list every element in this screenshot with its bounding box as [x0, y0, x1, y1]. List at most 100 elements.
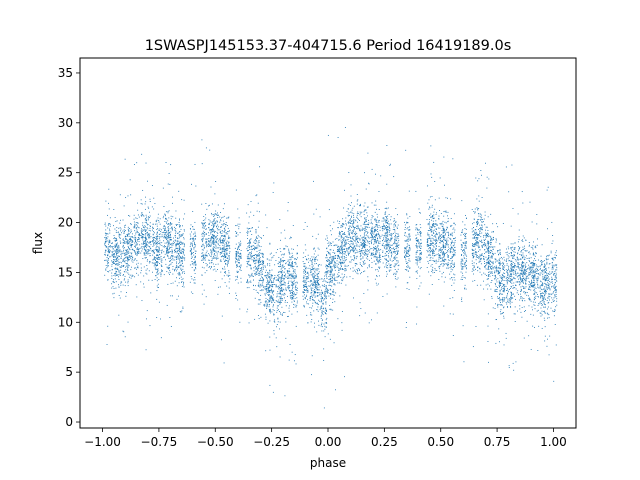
data-point [127, 266, 129, 268]
data-point [268, 259, 270, 261]
data-point [131, 233, 133, 235]
data-point [129, 233, 130, 235]
data-point [375, 254, 377, 256]
data-point [348, 248, 350, 250]
data-point [311, 274, 313, 276]
data-point [144, 240, 146, 242]
data-point [271, 291, 273, 293]
data-point [176, 298, 178, 300]
data-point [271, 288, 272, 290]
data-point [167, 228, 169, 230]
data-point [269, 275, 271, 277]
data-point [249, 252, 251, 254]
data-point [368, 183, 370, 185]
data-point [224, 243, 226, 245]
data-point [240, 257, 242, 259]
data-point [361, 265, 362, 266]
data-point [364, 243, 366, 245]
data-point [116, 258, 118, 260]
data-point [331, 260, 333, 262]
data-point [228, 256, 230, 258]
data-point [239, 259, 240, 261]
data-point [202, 241, 203, 243]
data-point [156, 242, 158, 244]
data-point [247, 232, 249, 234]
data-point [314, 290, 316, 292]
data-point [126, 238, 128, 240]
data-point [228, 272, 230, 274]
data-point [340, 256, 342, 258]
data-point [202, 233, 204, 235]
data-point [379, 237, 381, 239]
data-point [320, 325, 322, 327]
data-point [149, 237, 151, 239]
data-point [319, 278, 321, 280]
data-point [156, 233, 158, 235]
data-point [331, 280, 333, 281]
data-point [383, 217, 385, 219]
data-point [129, 243, 131, 245]
data-point [335, 255, 337, 256]
data-point [372, 238, 374, 240]
data-point [328, 295, 330, 297]
data-point [111, 264, 113, 265]
data-point [365, 229, 367, 231]
data-point [137, 237, 139, 238]
data-point [304, 255, 306, 257]
data-point [158, 230, 160, 231]
data-point [343, 256, 345, 257]
data-point [313, 248, 314, 250]
data-point [365, 219, 367, 220]
data-point [349, 223, 351, 224]
data-point [211, 230, 213, 232]
data-point [323, 359, 325, 361]
data-point [303, 277, 305, 279]
data-point [377, 248, 379, 250]
data-point [246, 232, 248, 233]
data-point [182, 263, 183, 265]
data-point [304, 271, 306, 273]
data-point [322, 292, 324, 294]
data-point [142, 234, 144, 236]
data-point [255, 241, 257, 243]
data-point [217, 250, 219, 252]
data-point [353, 259, 355, 261]
data-point [344, 253, 346, 255]
data-point [391, 253, 393, 255]
data-point [350, 236, 351, 238]
data-point [253, 214, 255, 216]
data-point [137, 223, 139, 225]
data-point [296, 252, 298, 254]
data-point [356, 238, 358, 240]
data-point [387, 232, 389, 234]
data-point [361, 272, 363, 274]
data-point [114, 247, 116, 249]
data-point [328, 253, 330, 255]
data-point [312, 265, 314, 267]
data-point [226, 246, 228, 248]
data-point [213, 254, 215, 256]
data-point [283, 277, 285, 279]
data-point [284, 292, 285, 294]
data-point [215, 222, 217, 224]
data-point [278, 256, 280, 258]
data-point [293, 277, 295, 279]
data-point [313, 273, 315, 275]
data-point [371, 239, 373, 241]
data-point [304, 289, 306, 291]
data-point [258, 250, 260, 252]
data-point [265, 300, 267, 302]
data-point [226, 243, 228, 245]
data-point [151, 262, 153, 264]
data-point [222, 247, 224, 249]
data-point [282, 313, 283, 315]
data-point [167, 226, 169, 228]
data-point [256, 267, 258, 269]
data-point [238, 246, 240, 248]
data-point [136, 266, 138, 268]
data-point [352, 270, 354, 272]
data-point [373, 231, 375, 233]
data-point [311, 295, 313, 297]
data-point [281, 274, 283, 276]
data-point [357, 240, 358, 242]
